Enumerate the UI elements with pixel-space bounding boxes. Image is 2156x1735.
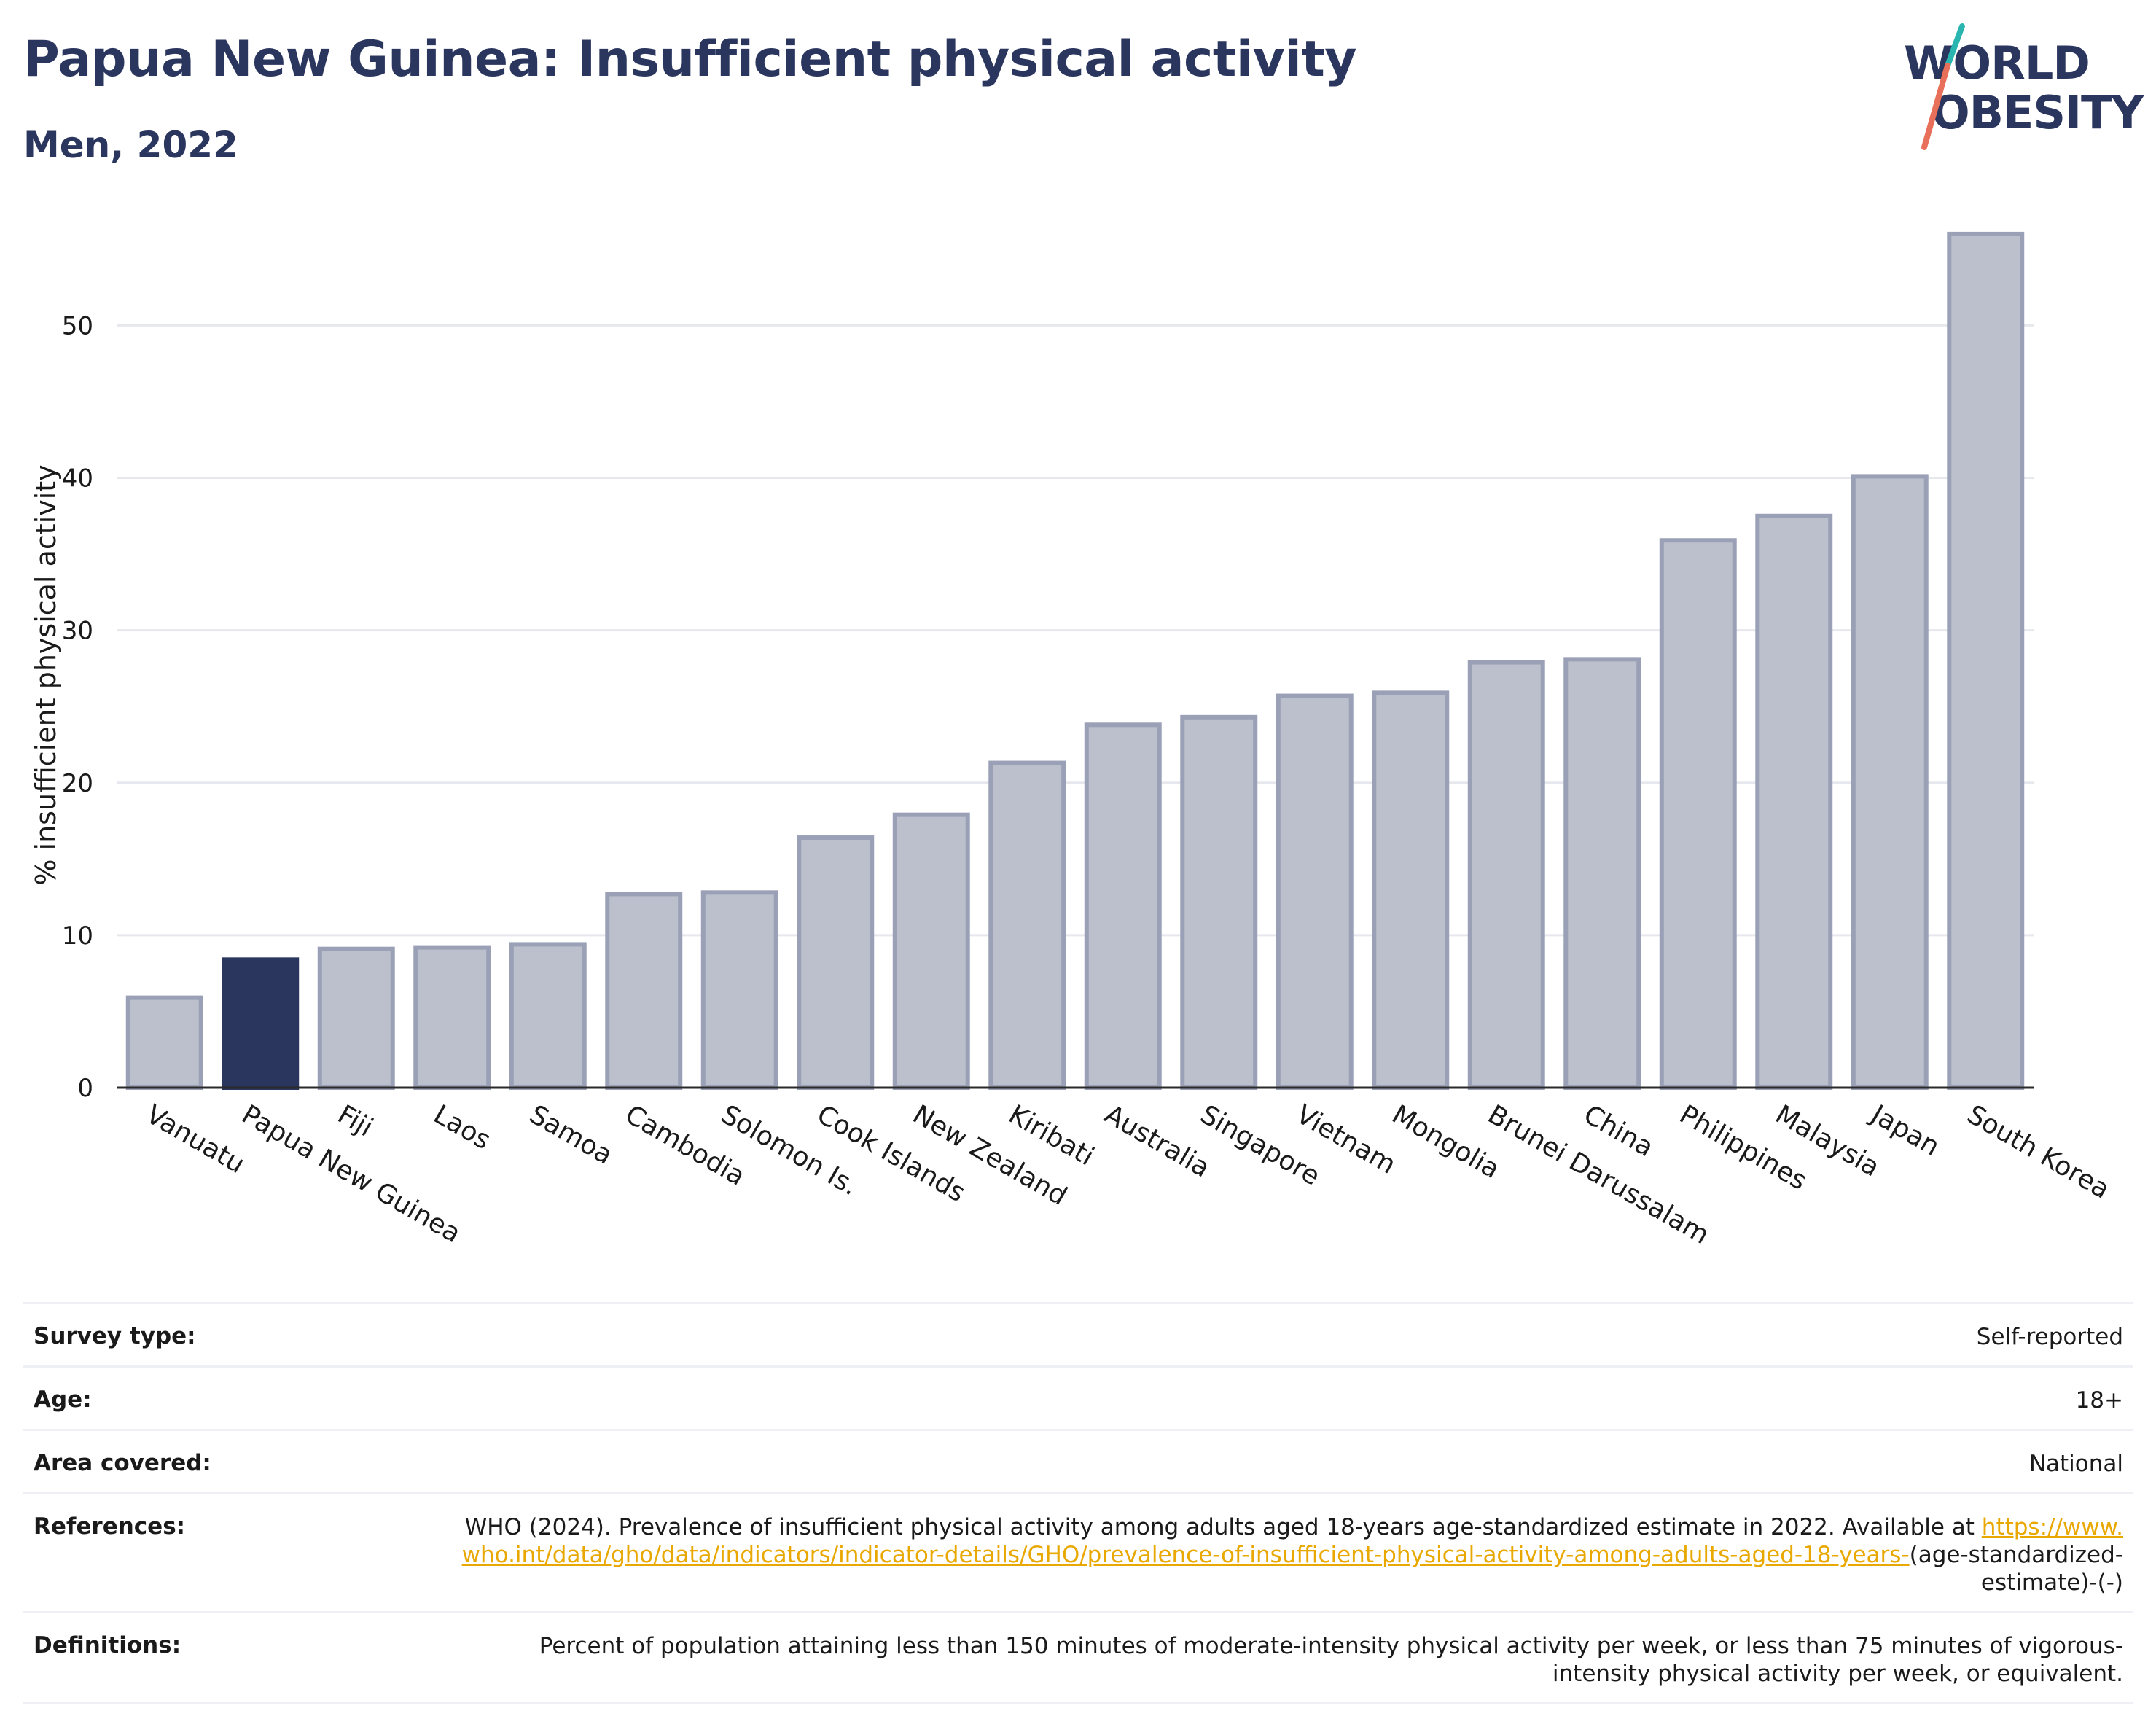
definitions-label: Definitions: xyxy=(34,1632,181,1658)
references-suffix: (age-standardized-estimate)-(-) xyxy=(1909,1542,2123,1596)
y-tick-label: 50 xyxy=(62,311,93,340)
x-tick-label: South Korea xyxy=(1962,1099,2114,1205)
page-title: Papua New Guinea: Insufficient physical … xyxy=(23,31,1357,88)
bar xyxy=(1755,513,1833,1090)
bar xyxy=(605,892,683,1091)
logo-line-1: WORLD xyxy=(1904,36,2090,90)
survey-type-label: Survey type: xyxy=(34,1323,196,1349)
y-tick-label: 40 xyxy=(62,464,93,494)
meta-row-age: Age: 18+ xyxy=(23,1368,2133,1431)
y-tick-label: 0 xyxy=(77,1074,93,1103)
world-obesity-logo: WORLD OBESITY xyxy=(1895,22,2144,153)
bar xyxy=(222,957,300,1090)
bar xyxy=(1467,660,1545,1090)
metadata-table: Survey type: Self-reported Age: 18+ Area… xyxy=(23,1302,2133,1704)
x-tick-label: Laos xyxy=(429,1099,496,1155)
meta-row-area: Area covered: National xyxy=(23,1431,2133,1494)
meta-row-references: References: WHO (2024). Prevalence of in… xyxy=(23,1494,2133,1613)
bar xyxy=(1851,474,1929,1090)
page-subtitle: Men, 2022 xyxy=(23,124,238,166)
bar xyxy=(892,812,970,1090)
bar xyxy=(125,995,203,1091)
bar xyxy=(797,835,875,1090)
bar xyxy=(1084,722,1162,1090)
bar xyxy=(413,945,491,1091)
bar xyxy=(1659,538,1737,1090)
bar xyxy=(1563,657,1641,1090)
bar xyxy=(700,890,778,1090)
x-tick-label: Fiji xyxy=(332,1099,378,1143)
age-label: Age: xyxy=(34,1387,92,1413)
references-text: WHO (2024). Prevalence of insufficient p… xyxy=(464,1514,1975,1540)
y-axis-label: % insufficient physical activity xyxy=(30,464,62,885)
survey-type-value: Self-reported xyxy=(1976,1324,2123,1350)
meta-row-definitions: Definitions: Percent of population attai… xyxy=(23,1613,2133,1704)
logo-line-2: OBESITY xyxy=(1932,86,2144,139)
bar-chart: 0 10 20 30 40 50 % insufficient physical activ… xyxy=(30,231,2114,1250)
y-tick-label: 20 xyxy=(62,769,93,798)
references-link[interactable]: https://www.who.int/data/gho/data/indica… xyxy=(461,1514,2123,1568)
references-value: WHO (2024). Prevalence of insufficient p… xyxy=(447,1513,2123,1596)
y-tick-label: 10 xyxy=(62,921,93,951)
area-label: Area covered: xyxy=(34,1450,211,1476)
bar xyxy=(317,946,395,1090)
bar xyxy=(988,760,1066,1090)
x-tick-label: Vanuatu xyxy=(141,1099,249,1180)
x-tick-label: Australia xyxy=(1099,1099,1214,1183)
bar xyxy=(1276,693,1354,1090)
bar xyxy=(509,942,587,1090)
references-label: References: xyxy=(34,1513,186,1540)
bar xyxy=(1372,690,1450,1090)
x-tick-label: Samoa xyxy=(524,1099,617,1171)
area-value: National xyxy=(2028,1451,2123,1477)
x-tick-label: Mongolia xyxy=(1387,1099,1505,1185)
y-tick-label: 30 xyxy=(62,617,93,646)
definitions-value: Percent of population attaining less tha… xyxy=(539,1633,2123,1687)
logo-slash-icon xyxy=(1921,23,1965,150)
bar xyxy=(1180,714,1258,1091)
bar xyxy=(1947,231,2025,1091)
age-value: 18+ xyxy=(2075,1387,2123,1414)
meta-row-survey-type: Survey type: Self-reported xyxy=(23,1304,2133,1368)
